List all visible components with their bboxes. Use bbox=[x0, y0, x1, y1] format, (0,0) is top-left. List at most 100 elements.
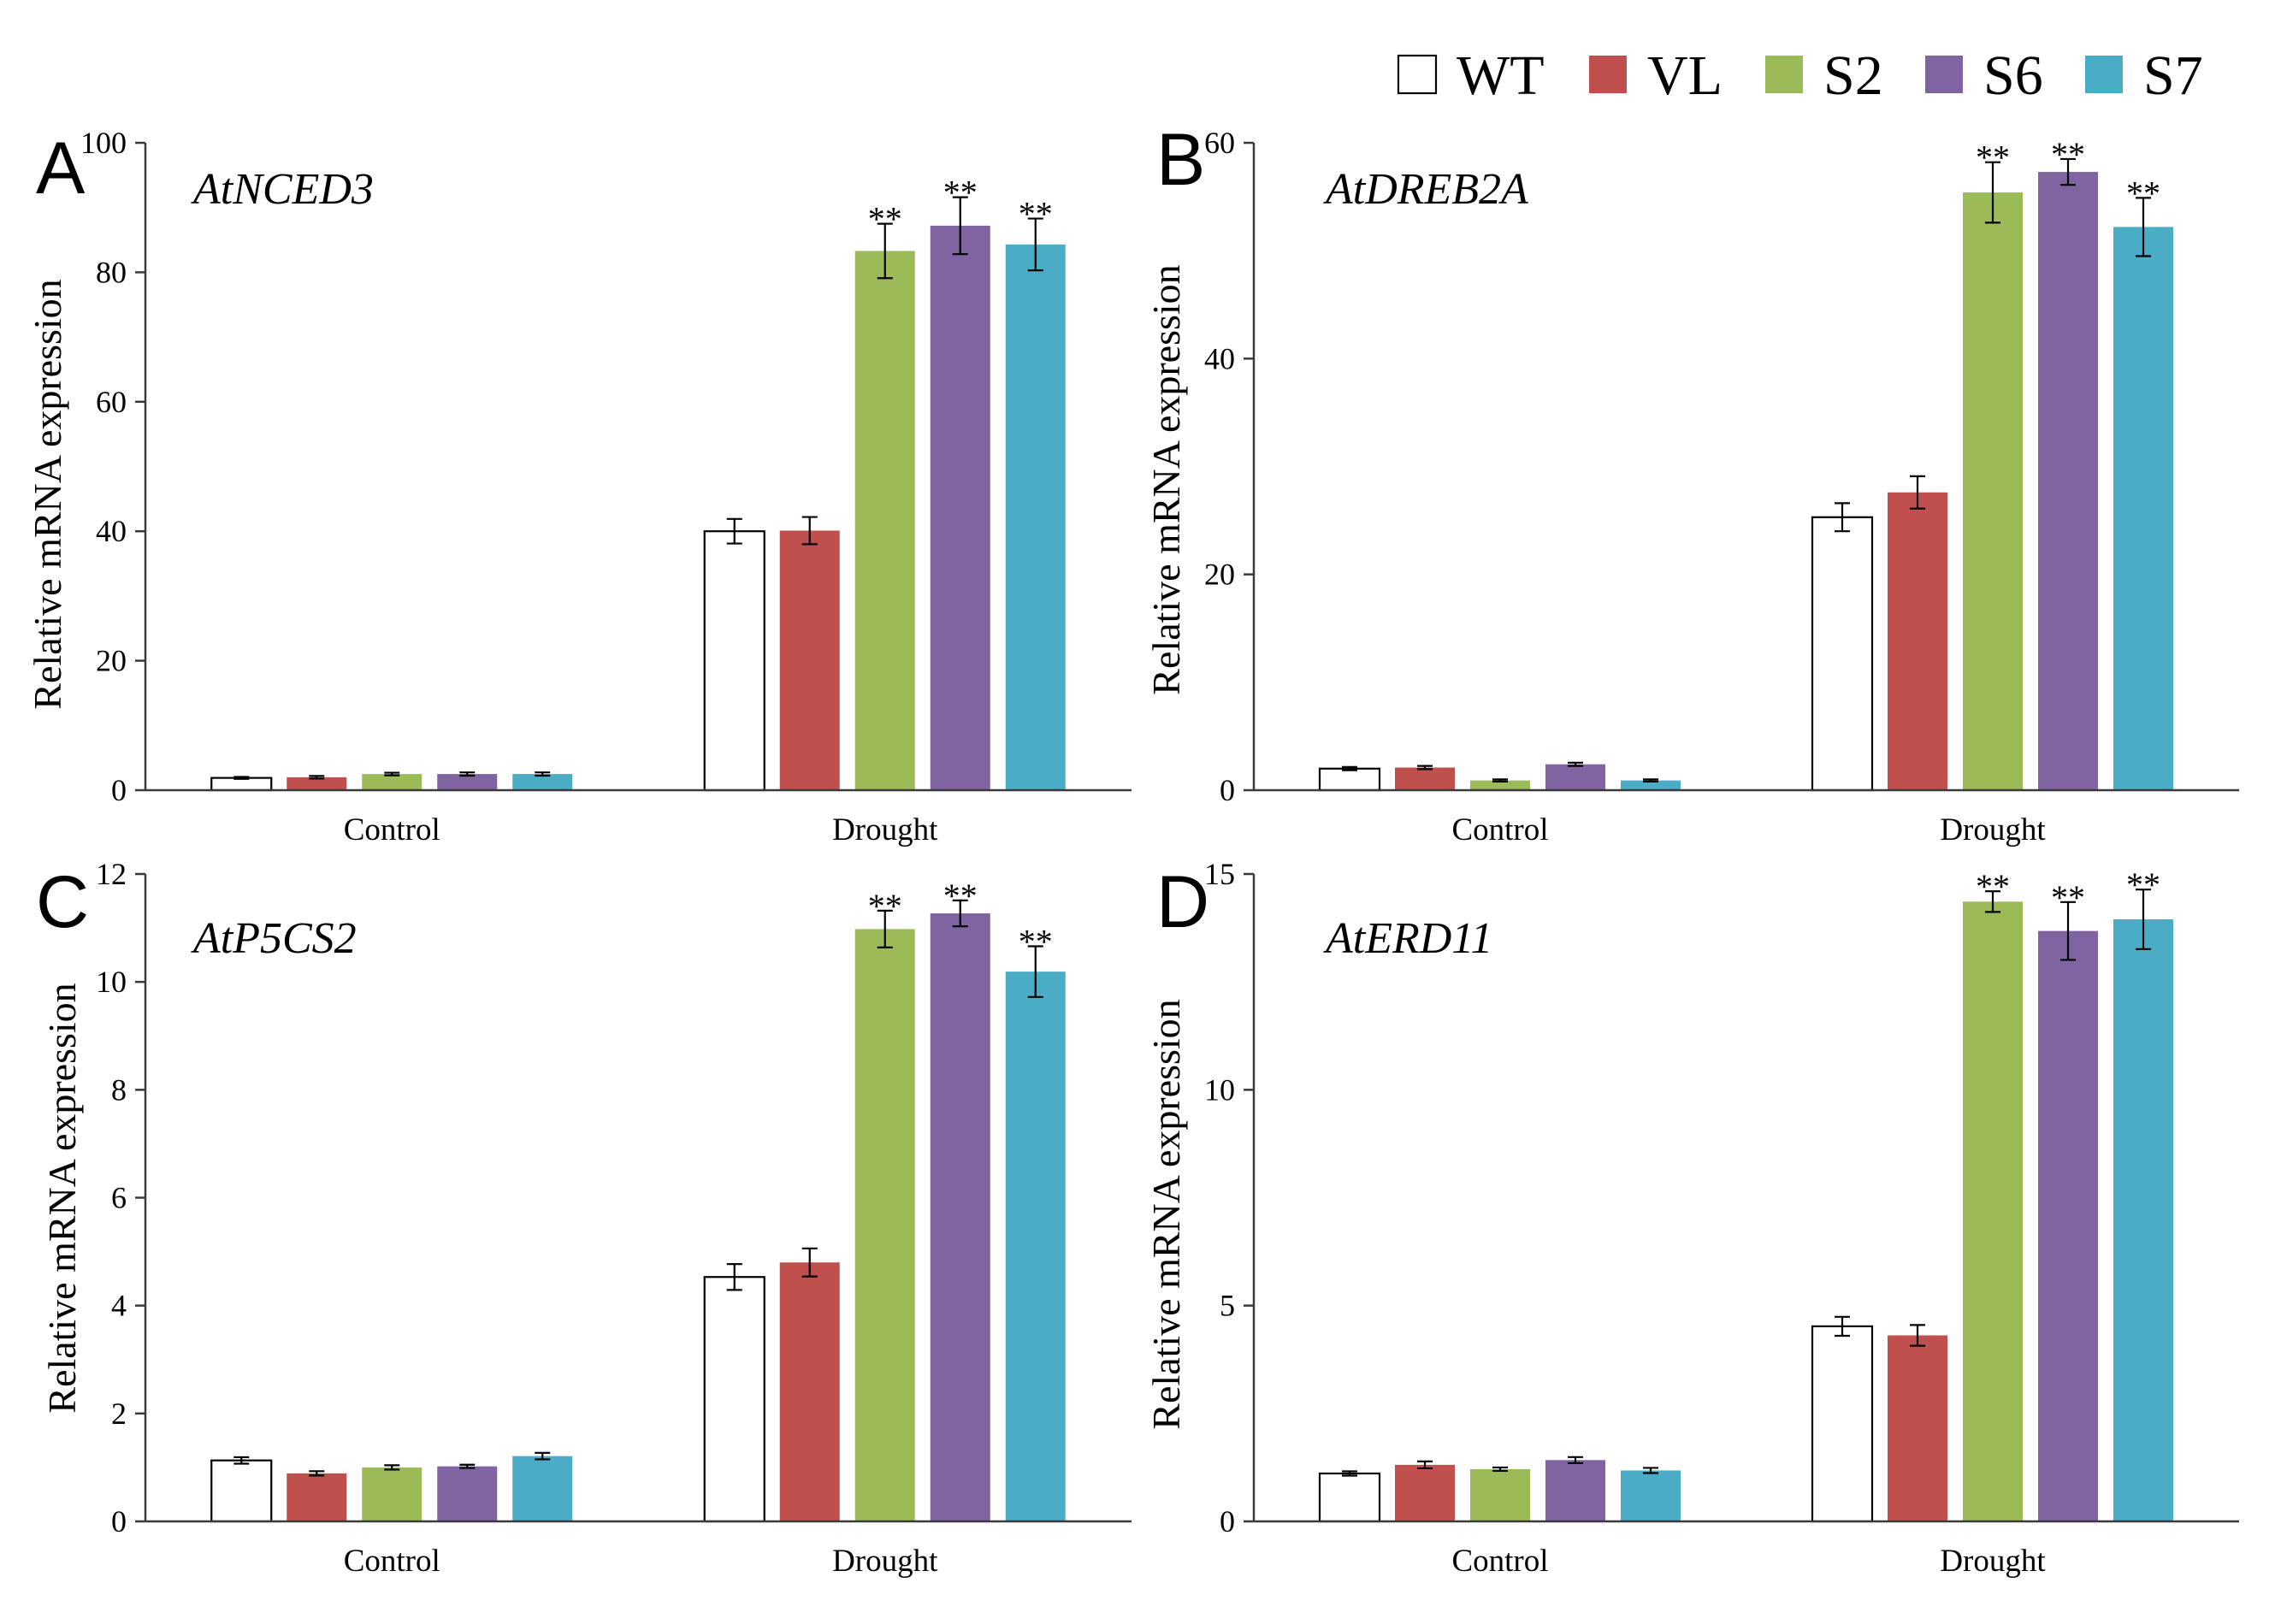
y-axis-label: Relative mRNA expression bbox=[40, 983, 84, 1413]
error-bar-s6-drought bbox=[2060, 157, 2076, 186]
bar-s7-drought bbox=[2113, 227, 2173, 790]
panel-a: A AtNCED3 Relative mRNA expression ** ** ** 0 2… bbox=[26, 126, 1132, 847]
x-category-label-control: Control bbox=[1451, 1544, 1548, 1579]
y-tick-label: 10 bbox=[1204, 1072, 1235, 1107]
legend-label-s2: S2 bbox=[1823, 44, 1883, 107]
bar-vl-drought bbox=[779, 530, 840, 790]
legend-item-s2: S2 bbox=[1765, 44, 1883, 107]
bar-s2-drought bbox=[854, 929, 915, 1521]
y-tick-label: 60 bbox=[1204, 126, 1235, 160]
y-tick-label: 5 bbox=[1220, 1289, 1235, 1323]
error-bar-vl-control bbox=[309, 1470, 325, 1477]
bar-s2-control bbox=[1470, 1468, 1530, 1521]
bar-s6-control bbox=[437, 1466, 498, 1521]
error-bar-s6-drought bbox=[2060, 901, 2076, 961]
y-tick-label: 4 bbox=[111, 1289, 127, 1323]
significance-label-s2-drought: ** bbox=[868, 200, 902, 239]
panel-letter: B bbox=[1156, 119, 1205, 201]
bar-s7-control bbox=[1621, 780, 1681, 790]
error-bar-vl-control bbox=[1417, 1460, 1433, 1470]
bar-vl-drought bbox=[1888, 1335, 1947, 1521]
legend: WT VL S2 S6 S7 bbox=[1397, 44, 2203, 107]
legend-label-wt: WT bbox=[1457, 44, 1545, 107]
bar-s7-drought bbox=[2113, 918, 2173, 1521]
legend-item-vl: VL bbox=[1589, 44, 1723, 107]
error-bar-wt-drought bbox=[1835, 502, 1850, 533]
bar-series-group: ** ** ** bbox=[210, 174, 1066, 792]
gene-title: AtDREB2A bbox=[1323, 165, 1528, 214]
legend-item-wt: WT bbox=[1397, 44, 1545, 107]
error-bar-s6-control bbox=[1568, 1456, 1583, 1464]
panel-letter: C bbox=[36, 861, 89, 943]
error-bar-wt-drought bbox=[726, 1262, 742, 1291]
error-bar-s7-control bbox=[535, 771, 551, 777]
panel-letter: A bbox=[36, 127, 86, 210]
error-bar-vl-drought bbox=[801, 1247, 818, 1278]
error-bar-vl-drought bbox=[801, 516, 818, 546]
legend-swatch-vl bbox=[1589, 56, 1627, 93]
bar-s6-drought bbox=[2038, 930, 2098, 1521]
panel-b: B AtDREB2A Relative mRNA expression ** ** ** 0… bbox=[1144, 119, 2239, 847]
bar-vl-control bbox=[287, 1473, 347, 1521]
significance-label-s2-drought: ** bbox=[868, 887, 902, 925]
panel-c: C AtP5CS2 Relative mRNA expression ** ** ** 0 2… bbox=[36, 857, 1132, 1579]
x-category-label-drought: Drought bbox=[1940, 812, 2046, 847]
bar-s7-drought bbox=[1005, 244, 1066, 790]
bar-series-group: ** ** ** bbox=[210, 877, 1066, 1523]
bar-vl-control bbox=[287, 777, 347, 790]
y-tick-label: 0 bbox=[1220, 1504, 1235, 1538]
error-bar-s2-drought bbox=[877, 909, 893, 948]
bar-s2-control bbox=[362, 1467, 423, 1521]
error-bar-s7-control bbox=[1643, 1467, 1658, 1474]
error-bar-wt-control bbox=[233, 1456, 250, 1465]
significance-label-s7-drought: ** bbox=[1019, 195, 1053, 233]
bar-s6-control bbox=[437, 774, 498, 790]
y-tick-label: 40 bbox=[1204, 341, 1235, 375]
error-bar-s7-drought bbox=[1027, 217, 1043, 272]
error-bar-s2-drought bbox=[1985, 161, 2000, 224]
significance-label-s7-drought: ** bbox=[2126, 174, 2160, 212]
significance-label-s6-drought: ** bbox=[2051, 135, 2085, 174]
bar-vl-control bbox=[1395, 767, 1455, 790]
bar-vl-drought bbox=[779, 1262, 840, 1521]
error-bar-s7-drought bbox=[2136, 197, 2151, 257]
bar-wt-drought bbox=[703, 1276, 765, 1523]
bar-series-group: ** ** ** bbox=[1318, 135, 2173, 792]
panel-d: D AtERD11 Relative mRNA expression ** ** ** 0 5… bbox=[1144, 857, 2239, 1579]
legend-item-s6: S6 bbox=[1925, 44, 2043, 107]
y-axis-label: Relative mRNA expression bbox=[26, 279, 69, 709]
x-category-label-drought: Drought bbox=[1940, 1544, 2046, 1579]
bar-s2-drought bbox=[854, 251, 915, 790]
bar-s7-control bbox=[1621, 1470, 1681, 1521]
y-tick-label: 80 bbox=[96, 255, 127, 289]
y-tick-label: 6 bbox=[111, 1181, 127, 1215]
error-bar-s2-control bbox=[384, 771, 400, 777]
y-tick-label: 2 bbox=[111, 1397, 127, 1431]
legend-swatch-s6 bbox=[1925, 56, 1963, 93]
bar-s6-drought bbox=[2038, 172, 2098, 790]
significance-label-s2-drought: ** bbox=[1976, 867, 2010, 906]
significance-label-s7-drought: ** bbox=[1019, 923, 1053, 961]
error-bar-s7-control bbox=[535, 1451, 551, 1461]
y-axis-label: Relative mRNA expression bbox=[1144, 264, 1188, 694]
error-bar-wt-control bbox=[233, 776, 250, 780]
bar-s6-drought bbox=[930, 913, 990, 1521]
bar-wt-drought bbox=[1811, 516, 1874, 792]
error-bar-s2-drought bbox=[1985, 890, 2000, 913]
bar-s6-control bbox=[1545, 1460, 1605, 1521]
error-bar-vl-control bbox=[1417, 765, 1433, 771]
significance-label-s7-drought: ** bbox=[2126, 865, 2160, 904]
gene-title: AtP5CS2 bbox=[191, 914, 357, 963]
error-bar-wt-drought bbox=[726, 517, 742, 545]
error-bar-s6-control bbox=[459, 771, 476, 777]
bar-s7-control bbox=[512, 1456, 573, 1521]
gene-title: AtNCED3 bbox=[191, 165, 374, 214]
error-bar-s6-drought bbox=[952, 899, 968, 928]
bar-s6-drought bbox=[930, 225, 990, 790]
legend-label-s7: S7 bbox=[2143, 44, 2203, 107]
y-tick-label: 10 bbox=[96, 965, 127, 999]
legend-swatch-s2 bbox=[1765, 56, 1803, 93]
error-bar-s2-control bbox=[384, 1464, 400, 1471]
legend-swatch-wt bbox=[1397, 54, 1438, 95]
panel-letter: D bbox=[1156, 861, 1209, 943]
